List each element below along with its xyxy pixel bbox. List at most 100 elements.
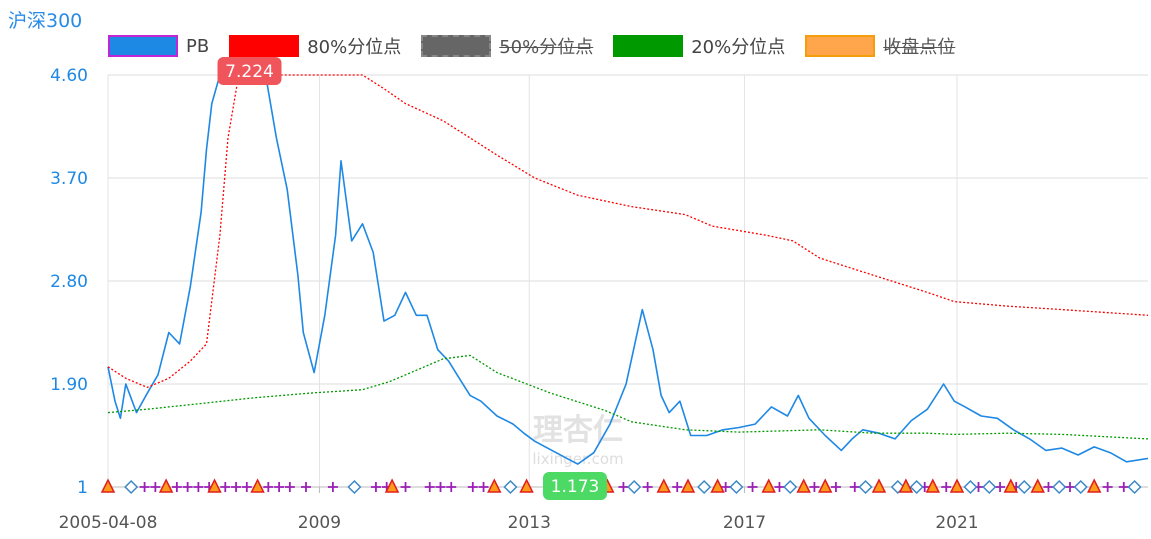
plus-marker (1064, 482, 1075, 492)
diamond-marker (697, 479, 712, 495)
triangle-marker (656, 478, 671, 493)
pb-line (107, 74, 1149, 465)
diamond-marker (1127, 479, 1142, 495)
plus-marker (720, 482, 731, 492)
triangle-marker (871, 478, 887, 493)
plus-marker (747, 482, 758, 492)
plus-marker (849, 482, 860, 492)
badge-label: 1.173 (551, 477, 600, 497)
triangle-marker (207, 478, 222, 493)
legend-item-3[interactable]: 20%分位点 (613, 33, 785, 59)
plus-marker (171, 482, 182, 492)
plus-marker (327, 482, 338, 492)
diamond-marker (124, 479, 139, 495)
triangle-marker (949, 478, 965, 493)
legend-item-4[interactable]: 收盘点位 (805, 33, 955, 59)
plus-marker (941, 482, 952, 492)
plus-marker (370, 482, 381, 492)
watermark-url: lixinger.com (532, 450, 623, 468)
plus-marker (182, 482, 193, 492)
plus-marker (1043, 482, 1054, 492)
percentile-80-line (107, 74, 1149, 389)
diamond-marker (503, 479, 518, 495)
triangle-marker (1003, 478, 1019, 493)
triangle-marker (100, 478, 116, 493)
legend-label: 50%分位点 (499, 37, 594, 58)
plus-marker (139, 482, 150, 492)
x-tick-label: 2017 (723, 513, 766, 533)
chart-corner-title: 沪深300 (8, 10, 83, 32)
badge-label: 7.224 (225, 62, 274, 82)
triangle-marker (680, 478, 696, 493)
plus-marker (446, 482, 457, 492)
triangle-marker (384, 478, 400, 493)
diamond-marker (347, 479, 362, 495)
plus-marker (435, 482, 446, 492)
plus-marker (467, 482, 478, 492)
legend-swatch (805, 35, 876, 57)
triangle-marker (710, 478, 725, 493)
plus-marker (424, 482, 435, 492)
plus-marker (830, 482, 841, 492)
y-tick-label: 2.80 (50, 272, 88, 292)
legend-label: 80%分位点 (307, 37, 402, 58)
legend-swatch (229, 35, 300, 57)
plus-marker (241, 482, 252, 492)
x-tick-label: 2009 (298, 513, 341, 533)
x-tick-label: 2013 (508, 513, 551, 533)
diamond-marker (982, 479, 997, 495)
plus-marker (274, 482, 285, 492)
diamond-marker (729, 479, 744, 495)
plus-marker (618, 482, 629, 492)
legend-label: 20%分位点 (691, 37, 786, 58)
diamond-marker (1017, 479, 1032, 495)
diamond-marker (783, 479, 798, 495)
legend-label: 收盘点位 (883, 37, 956, 58)
plus-marker (642, 482, 653, 492)
x-tick-label: 2005-04-08 (59, 513, 158, 533)
triangle-marker (761, 478, 776, 493)
diamond-marker (963, 479, 978, 495)
y-tick-label: 3.70 (50, 169, 88, 189)
diamond-marker (1073, 479, 1088, 495)
plus-marker (284, 482, 295, 492)
legend-label: PB (186, 35, 210, 57)
badge-bg (543, 472, 608, 500)
triangle-marker (519, 478, 534, 493)
triangle-marker (1030, 478, 1045, 493)
y-tick-label: 1.90 (50, 375, 88, 395)
diamond-marker (909, 479, 924, 495)
triangle-marker (796, 478, 811, 493)
legend-swatch (613, 35, 684, 57)
legend-swatch (421, 35, 492, 57)
plus-marker (1118, 482, 1129, 492)
diamond-marker (627, 479, 642, 495)
diamond-marker (858, 479, 873, 495)
plus-marker (263, 482, 274, 492)
y-tick-label: 1 (77, 478, 88, 498)
watermark-text: 理杏仁 (533, 413, 623, 448)
max-value-badge: 7.224 (217, 57, 282, 85)
legend-item-2[interactable]: 50%分位点 (421, 33, 593, 59)
diamond-marker (1052, 479, 1067, 495)
plus-marker (193, 482, 204, 492)
plus-marker (809, 482, 820, 492)
triangle-marker (925, 478, 941, 493)
plus-marker (220, 482, 231, 492)
y-tick-label: 4.60 (50, 66, 88, 86)
plus-marker (231, 482, 242, 492)
legend-item-1[interactable]: 80%分位点 (229, 33, 401, 59)
chart-legend: PB 80%分位点 50%分位点 20%分位点 收盘点位 (108, 33, 975, 59)
triangle-marker (250, 478, 265, 493)
percentile-20-line (107, 354, 1149, 440)
legend-item-0[interactable]: PB (108, 35, 209, 57)
min-value-badge: 1.173 (543, 472, 608, 500)
badge-bg (217, 57, 282, 85)
triangle-marker (158, 478, 174, 493)
triangle-marker (487, 478, 502, 493)
plus-marker (672, 482, 683, 492)
plus-marker (774, 482, 785, 492)
legend-swatch (108, 35, 178, 57)
x-tick-label: 2021 (935, 513, 978, 533)
plus-marker (300, 482, 311, 492)
